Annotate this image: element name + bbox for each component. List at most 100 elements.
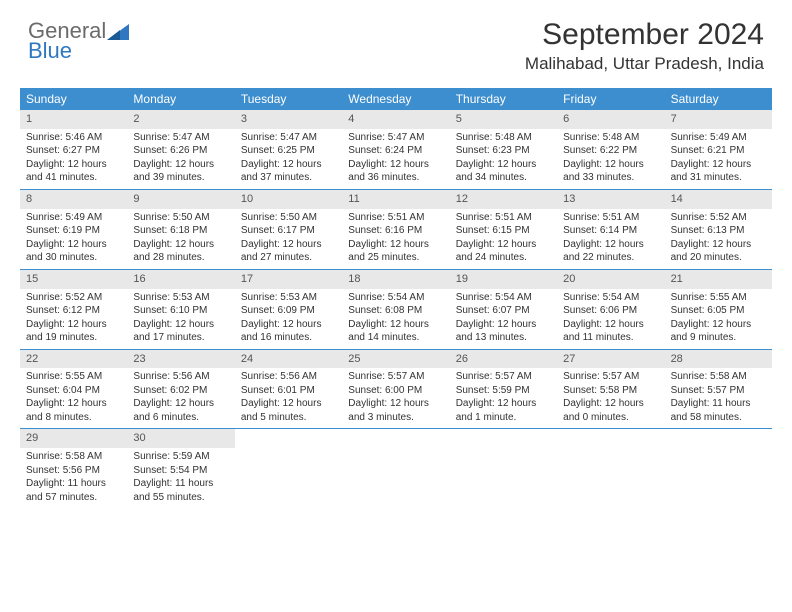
- day-sunset: Sunset: 6:19 PM: [26, 224, 121, 238]
- day-content: Sunrise: 5:51 AMSunset: 6:16 PMDaylight:…: [342, 209, 449, 269]
- day-sunset: Sunset: 6:00 PM: [348, 384, 443, 398]
- day-day1: Daylight: 12 hours: [241, 318, 336, 332]
- day-content: Sunrise: 5:54 AMSunset: 6:08 PMDaylight:…: [342, 289, 449, 349]
- day-sunset: Sunset: 6:16 PM: [348, 224, 443, 238]
- day-day2: and 57 minutes.: [26, 491, 121, 505]
- day-number: 15: [20, 270, 127, 289]
- day-content: Sunrise: 5:48 AMSunset: 6:23 PMDaylight:…: [450, 129, 557, 189]
- day-sunset: Sunset: 6:15 PM: [456, 224, 551, 238]
- day-cell: 23Sunrise: 5:56 AMSunset: 6:02 PMDayligh…: [127, 350, 234, 429]
- day-day2: and 33 minutes.: [563, 171, 658, 185]
- day-day1: Daylight: 12 hours: [26, 318, 121, 332]
- day-sunset: Sunset: 5:58 PM: [563, 384, 658, 398]
- day-content: Sunrise: 5:49 AMSunset: 6:21 PMDaylight:…: [665, 129, 772, 189]
- day-day1: Daylight: 12 hours: [456, 397, 551, 411]
- day-sunrise: Sunrise: 5:53 AM: [133, 291, 228, 305]
- day-sunset: Sunset: 6:21 PM: [671, 144, 766, 158]
- day-day1: Daylight: 12 hours: [241, 397, 336, 411]
- day-day1: Daylight: 12 hours: [26, 238, 121, 252]
- day-sunrise: Sunrise: 5:57 AM: [563, 370, 658, 384]
- day-sunrise: Sunrise: 5:47 AM: [241, 131, 336, 145]
- day-sunrise: Sunrise: 5:56 AM: [241, 370, 336, 384]
- day-sunrise: Sunrise: 5:46 AM: [26, 131, 121, 145]
- day-day2: and 34 minutes.: [456, 171, 551, 185]
- day-number: 20: [557, 270, 664, 289]
- day-sunrise: Sunrise: 5:48 AM: [563, 131, 658, 145]
- day-day2: and 9 minutes.: [671, 331, 766, 345]
- day-day1: Daylight: 12 hours: [133, 238, 228, 252]
- day-day1: Daylight: 12 hours: [133, 318, 228, 332]
- day-sunrise: Sunrise: 5:48 AM: [456, 131, 551, 145]
- day-day1: Daylight: 12 hours: [563, 318, 658, 332]
- day-day2: and 30 minutes.: [26, 251, 121, 265]
- page-header: GeneralBlue September 2024 Malihabad, Ut…: [0, 0, 792, 82]
- day-content: Sunrise: 5:57 AMSunset: 6:00 PMDaylight:…: [342, 368, 449, 428]
- day-number: 9: [127, 190, 234, 209]
- calendar: SundayMondayTuesdayWednesdayThursdayFrid…: [20, 88, 772, 508]
- day-sunrise: Sunrise: 5:51 AM: [348, 211, 443, 225]
- day-header: Sunday: [20, 88, 127, 110]
- day-cell: 29Sunrise: 5:58 AMSunset: 5:56 PMDayligh…: [20, 429, 127, 508]
- day-content: Sunrise: 5:54 AMSunset: 6:07 PMDaylight:…: [450, 289, 557, 349]
- day-cell: 22Sunrise: 5:55 AMSunset: 6:04 PMDayligh…: [20, 350, 127, 429]
- day-number: 26: [450, 350, 557, 369]
- day-content: Sunrise: 5:51 AMSunset: 6:15 PMDaylight:…: [450, 209, 557, 269]
- day-sunrise: Sunrise: 5:59 AM: [133, 450, 228, 464]
- day-day1: Daylight: 12 hours: [671, 158, 766, 172]
- day-sunrise: Sunrise: 5:47 AM: [348, 131, 443, 145]
- day-sunrise: Sunrise: 5:51 AM: [456, 211, 551, 225]
- day-cell: 19Sunrise: 5:54 AMSunset: 6:07 PMDayligh…: [450, 270, 557, 349]
- day-day2: and 28 minutes.: [133, 251, 228, 265]
- day-day2: and 3 minutes.: [348, 411, 443, 425]
- week-row: 1Sunrise: 5:46 AMSunset: 6:27 PMDaylight…: [20, 110, 772, 190]
- day-sunrise: Sunrise: 5:53 AM: [241, 291, 336, 305]
- day-sunset: Sunset: 6:22 PM: [563, 144, 658, 158]
- day-cell: 18Sunrise: 5:54 AMSunset: 6:08 PMDayligh…: [342, 270, 449, 349]
- month-title: September 2024: [525, 18, 764, 52]
- day-number: 22: [20, 350, 127, 369]
- day-sunset: Sunset: 6:01 PM: [241, 384, 336, 398]
- day-sunrise: Sunrise: 5:57 AM: [456, 370, 551, 384]
- day-content: Sunrise: 5:58 AMSunset: 5:56 PMDaylight:…: [20, 448, 127, 508]
- day-content: Sunrise: 5:50 AMSunset: 6:18 PMDaylight:…: [127, 209, 234, 269]
- day-header: Monday: [127, 88, 234, 110]
- day-cell: 5Sunrise: 5:48 AMSunset: 6:23 PMDaylight…: [450, 110, 557, 189]
- week-row: 8Sunrise: 5:49 AMSunset: 6:19 PMDaylight…: [20, 190, 772, 270]
- day-sunrise: Sunrise: 5:49 AM: [26, 211, 121, 225]
- day-number: 14: [665, 190, 772, 209]
- location: Malihabad, Uttar Pradesh, India: [525, 54, 764, 74]
- day-number: 13: [557, 190, 664, 209]
- day-day2: and 1 minute.: [456, 411, 551, 425]
- day-sunrise: Sunrise: 5:50 AM: [133, 211, 228, 225]
- day-day1: Daylight: 11 hours: [133, 477, 228, 491]
- day-sunrise: Sunrise: 5:52 AM: [26, 291, 121, 305]
- day-cell: [665, 429, 772, 508]
- day-day1: Daylight: 12 hours: [671, 238, 766, 252]
- day-day1: Daylight: 12 hours: [456, 158, 551, 172]
- day-content: Sunrise: 5:56 AMSunset: 6:01 PMDaylight:…: [235, 368, 342, 428]
- logo-text-blue: Blue: [28, 38, 129, 64]
- day-number: 1: [20, 110, 127, 129]
- day-sunset: Sunset: 6:08 PM: [348, 304, 443, 318]
- week-row: 29Sunrise: 5:58 AMSunset: 5:56 PMDayligh…: [20, 429, 772, 508]
- day-content: Sunrise: 5:57 AMSunset: 5:59 PMDaylight:…: [450, 368, 557, 428]
- day-content: Sunrise: 5:48 AMSunset: 6:22 PMDaylight:…: [557, 129, 664, 189]
- day-day2: and 39 minutes.: [133, 171, 228, 185]
- day-number: 12: [450, 190, 557, 209]
- day-day2: and 58 minutes.: [671, 411, 766, 425]
- day-content: Sunrise: 5:55 AMSunset: 6:05 PMDaylight:…: [665, 289, 772, 349]
- day-cell: 8Sunrise: 5:49 AMSunset: 6:19 PMDaylight…: [20, 190, 127, 269]
- day-number: 19: [450, 270, 557, 289]
- day-content: Sunrise: 5:58 AMSunset: 5:57 PMDaylight:…: [665, 368, 772, 428]
- day-sunrise: Sunrise: 5:55 AM: [671, 291, 766, 305]
- day-cell: 25Sunrise: 5:57 AMSunset: 6:00 PMDayligh…: [342, 350, 449, 429]
- day-content: Sunrise: 5:47 AMSunset: 6:26 PMDaylight:…: [127, 129, 234, 189]
- day-day1: Daylight: 12 hours: [456, 238, 551, 252]
- day-day2: and 16 minutes.: [241, 331, 336, 345]
- day-header: Wednesday: [342, 88, 449, 110]
- day-cell: 6Sunrise: 5:48 AMSunset: 6:22 PMDaylight…: [557, 110, 664, 189]
- day-number: 10: [235, 190, 342, 209]
- day-sunset: Sunset: 6:06 PM: [563, 304, 658, 318]
- day-number: 23: [127, 350, 234, 369]
- day-sunset: Sunset: 5:59 PM: [456, 384, 551, 398]
